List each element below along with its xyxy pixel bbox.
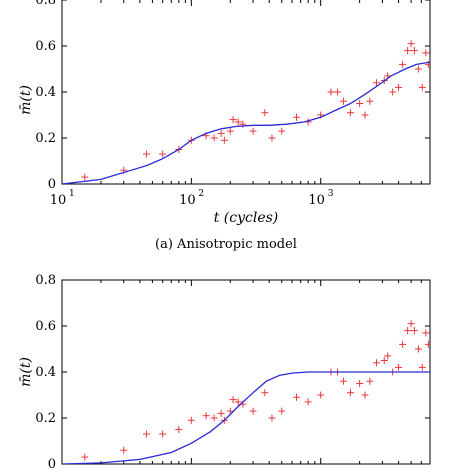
plot-area: [62, 320, 430, 464]
data-point: [404, 47, 412, 55]
data-point: [407, 40, 415, 48]
y-tick-label: 0.6: [35, 319, 56, 334]
data-point: [356, 100, 364, 107]
data-point: [384, 352, 392, 360]
data-point: [366, 377, 374, 385]
data-point: [292, 113, 300, 121]
data-point: [210, 134, 218, 142]
y-tick-label: 0.8: [35, 273, 56, 288]
panel-b-ylabel: m̄(t): [18, 357, 34, 387]
panel-a-xlabel: t (cycles): [214, 210, 279, 226]
data-point: [142, 430, 150, 438]
data-point: [234, 118, 242, 126]
y-tick-label: 0.2: [35, 131, 56, 146]
data-point: [159, 430, 167, 438]
data-point: [187, 416, 195, 424]
data-point: [380, 357, 388, 364]
data-point: [399, 60, 407, 68]
data-point: [346, 389, 354, 397]
panel-b: m̄(t) 0 0.2 0.4 0.6 0.8: [18, 273, 431, 472]
data-point: [395, 83, 403, 91]
data-point: [346, 109, 354, 117]
data-point: [226, 127, 234, 135]
data-point: [361, 391, 369, 399]
data-point: [217, 409, 225, 417]
data-point: [404, 327, 412, 335]
panel-a-caption: (a) Anisotropic model: [155, 237, 297, 252]
panel-a-anisotropic: m̄(t) t (cycles) (a) Anisotropic model 0…: [18, 0, 431, 252]
y-tick-label: 0.8: [35, 0, 56, 8]
data-point: [175, 426, 183, 433]
data-point: [372, 79, 380, 87]
y-tick-label: 0.4: [35, 85, 56, 100]
data-point: [410, 47, 418, 55]
data-point: [142, 150, 150, 158]
data-point: [414, 65, 422, 73]
data-point: [424, 340, 430, 348]
data-point: [292, 393, 300, 401]
fit-curve: [62, 61, 430, 184]
x-tick-label: 10: [308, 193, 325, 208]
data-point: [422, 329, 430, 337]
data-point: [366, 97, 374, 105]
data-point: [414, 345, 422, 353]
x-tick-exponent: 2: [198, 189, 204, 199]
data-point: [334, 88, 342, 96]
data-point: [339, 97, 347, 105]
data-point: [249, 407, 257, 415]
data-point: [226, 407, 234, 415]
y-tick-label: 0.4: [35, 365, 56, 380]
x-tick-label: 10: [179, 193, 196, 208]
data-point: [361, 111, 369, 119]
data-point: [372, 359, 380, 367]
x-tick-label: 10: [50, 193, 67, 208]
data-point: [356, 380, 364, 387]
y-tick-label: 0.2: [35, 411, 56, 426]
data-point: [304, 398, 312, 406]
plot-area: [62, 40, 430, 184]
y-tick-label: 0: [48, 457, 56, 472]
data-point: [418, 363, 426, 371]
data-point: [268, 134, 276, 142]
panel-a-ylabel: m̄(t): [18, 85, 34, 115]
data-point: [229, 116, 237, 124]
data-point: [389, 88, 397, 96]
x-tick-exponent: 3: [328, 189, 334, 199]
data-point: [422, 49, 430, 57]
x-tick-exponent: 1: [69, 189, 75, 199]
data-point: [339, 377, 347, 385]
data-point: [395, 363, 403, 371]
panel-a-axes-frame: [61, 0, 431, 185]
data-point: [327, 88, 335, 96]
data-point: [229, 396, 237, 404]
data-point: [81, 453, 89, 461]
data-point: [410, 327, 418, 335]
data-point: [234, 398, 242, 406]
data-point: [317, 391, 325, 399]
data-point: [407, 320, 415, 328]
data-point: [217, 129, 225, 137]
data-point: [81, 173, 89, 181]
y-tick-label: 0: [48, 177, 56, 192]
data-point: [418, 83, 426, 91]
data-point: [159, 150, 167, 158]
data-point: [220, 136, 228, 144]
data-point: [120, 446, 128, 454]
data-point: [399, 340, 407, 348]
data-point: [261, 389, 269, 397]
data-point: [261, 109, 269, 117]
fit-curve: [62, 371, 430, 464]
data-point: [278, 407, 286, 415]
data-point: [278, 127, 286, 135]
data-point: [210, 414, 218, 422]
data-point: [268, 414, 276, 422]
data-point: [249, 127, 257, 135]
data-point: [202, 412, 210, 420]
y-tick-label: 0.6: [35, 39, 56, 54]
